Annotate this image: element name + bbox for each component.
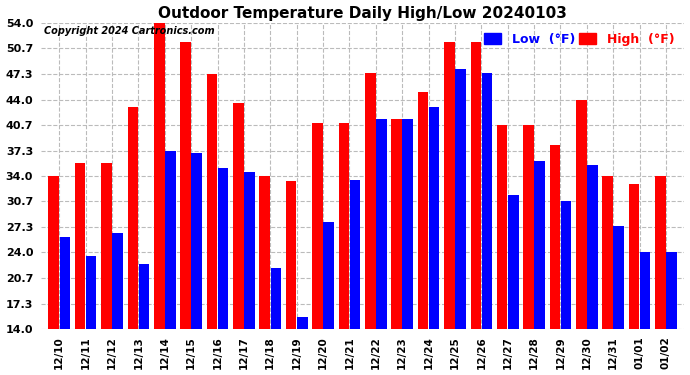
Bar xyxy=(523,125,534,375)
Bar xyxy=(244,172,255,375)
Bar xyxy=(534,161,545,375)
Bar xyxy=(365,73,375,375)
Bar xyxy=(550,146,560,375)
Bar xyxy=(191,153,202,375)
Bar xyxy=(417,92,428,375)
Bar xyxy=(86,256,97,375)
Bar xyxy=(324,222,334,375)
Bar xyxy=(101,163,112,375)
Bar xyxy=(180,42,191,375)
Bar xyxy=(75,163,86,375)
Bar xyxy=(259,176,270,375)
Bar xyxy=(429,107,440,375)
Bar xyxy=(656,176,666,375)
Bar xyxy=(471,42,481,375)
Bar xyxy=(613,226,624,375)
Bar xyxy=(391,118,402,375)
Bar xyxy=(497,125,507,375)
Bar xyxy=(48,176,59,375)
Bar xyxy=(233,104,244,375)
Bar xyxy=(444,42,455,375)
Bar xyxy=(207,74,217,375)
Bar xyxy=(455,69,466,375)
Bar xyxy=(112,233,123,375)
Bar xyxy=(297,318,308,375)
Bar xyxy=(587,165,598,375)
Bar xyxy=(59,237,70,375)
Bar xyxy=(667,252,677,375)
Legend: Low  (°F), High  (°F): Low (°F), High (°F) xyxy=(481,30,678,49)
Bar xyxy=(286,182,297,375)
Bar xyxy=(640,252,651,375)
Bar xyxy=(139,264,149,375)
Bar xyxy=(313,123,323,375)
Bar xyxy=(376,118,386,375)
Bar xyxy=(339,123,349,375)
Bar xyxy=(128,107,138,375)
Bar xyxy=(561,201,571,375)
Bar xyxy=(165,151,176,375)
Bar xyxy=(218,168,228,375)
Bar xyxy=(402,118,413,375)
Bar xyxy=(602,176,613,375)
Bar xyxy=(270,268,281,375)
Title: Outdoor Temperature Daily High/Low 20240103: Outdoor Temperature Daily High/Low 20240… xyxy=(158,6,567,21)
Text: Copyright 2024 Cartronics.com: Copyright 2024 Cartronics.com xyxy=(44,26,215,36)
Bar xyxy=(508,195,518,375)
Bar xyxy=(350,180,360,375)
Bar xyxy=(154,23,164,375)
Bar xyxy=(629,184,640,375)
Bar xyxy=(576,100,586,375)
Bar xyxy=(482,73,492,375)
